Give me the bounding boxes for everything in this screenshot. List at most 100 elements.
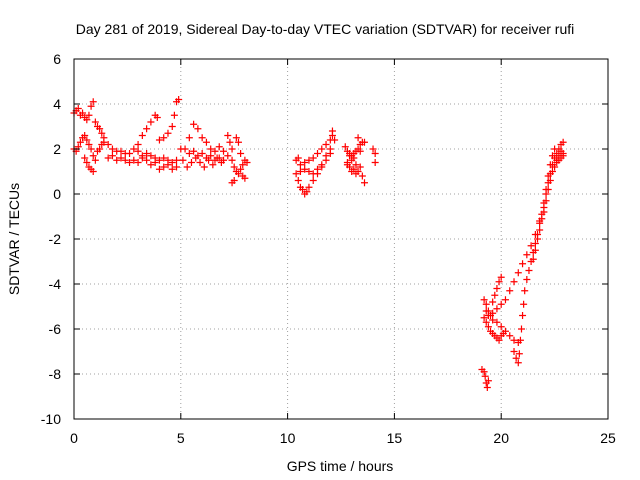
data-point <box>104 154 112 162</box>
data-point <box>350 165 358 173</box>
data-point <box>506 287 514 295</box>
data-point <box>224 132 232 139</box>
data-point <box>480 368 488 376</box>
data-point <box>318 161 326 169</box>
data-point <box>305 156 313 164</box>
data-point <box>296 168 304 175</box>
data-point <box>531 246 539 254</box>
x-tick-label: 25 <box>600 430 616 446</box>
data-point <box>314 150 322 157</box>
data-point <box>538 215 546 223</box>
data-point <box>354 134 362 142</box>
data-point <box>87 145 95 153</box>
data-marks <box>70 96 567 391</box>
data-point <box>83 116 91 124</box>
data-point <box>202 138 210 146</box>
data-point <box>482 318 490 326</box>
data-point <box>299 186 307 193</box>
data-point <box>89 168 97 175</box>
data-point <box>134 147 142 155</box>
data-point <box>74 105 82 112</box>
data-point <box>91 118 99 126</box>
data-point <box>168 123 176 130</box>
data-point <box>495 336 503 344</box>
data-point <box>506 332 514 340</box>
data-point <box>164 161 172 169</box>
data-point <box>239 161 247 169</box>
data-point <box>292 170 300 178</box>
data-point <box>117 154 125 162</box>
data-point <box>89 98 97 106</box>
data-point <box>548 152 556 160</box>
data-point <box>520 300 528 308</box>
data-point <box>155 165 163 173</box>
data-point <box>294 177 302 184</box>
data-point <box>230 163 238 171</box>
x-tick-label: 5 <box>177 430 185 446</box>
x-tick-label: 15 <box>387 430 403 446</box>
data-point <box>346 163 354 171</box>
data-point <box>207 152 215 160</box>
data-point <box>296 161 304 169</box>
data-point <box>100 138 108 146</box>
data-point <box>514 359 522 367</box>
data-point <box>546 177 554 184</box>
data-point <box>523 276 531 283</box>
data-point <box>322 152 330 160</box>
x-tick-label: 20 <box>493 430 509 446</box>
data-point <box>87 102 95 110</box>
y-tick-label: -6 <box>49 321 62 337</box>
data-point <box>371 159 379 166</box>
data-point <box>497 273 505 281</box>
data-point <box>130 145 138 153</box>
data-point <box>489 316 497 324</box>
data-point <box>104 141 112 148</box>
data-point <box>108 145 116 153</box>
data-point <box>536 219 544 227</box>
data-point <box>143 125 151 133</box>
data-point <box>117 147 125 155</box>
axis-ticks <box>73 58 609 420</box>
y-tick-label: -8 <box>49 366 62 382</box>
data-point <box>96 145 104 153</box>
data-point <box>514 269 522 277</box>
data-point <box>202 154 210 162</box>
data-point <box>491 291 499 299</box>
data-point <box>356 163 364 171</box>
data-point <box>215 154 223 162</box>
data-point <box>226 138 234 146</box>
data-point <box>196 159 204 166</box>
data-point <box>546 161 554 169</box>
data-point <box>151 154 159 162</box>
y-tick-label: -10 <box>41 411 61 427</box>
data-point <box>108 152 116 160</box>
data-point <box>551 163 559 171</box>
data-point <box>559 152 567 160</box>
data-point <box>548 168 556 175</box>
data-point <box>98 129 106 137</box>
data-point <box>198 150 206 157</box>
data-point <box>318 145 326 153</box>
data-point <box>501 296 509 304</box>
data-point <box>309 177 317 184</box>
data-point <box>301 159 309 166</box>
data-point <box>309 154 317 162</box>
data-point <box>559 138 567 146</box>
data-point <box>220 156 228 164</box>
data-point <box>185 134 193 142</box>
data-point <box>113 156 121 164</box>
data-point <box>228 145 236 153</box>
data-point <box>215 143 223 151</box>
data-point <box>89 152 97 160</box>
data-point <box>183 163 191 171</box>
data-point <box>79 109 87 117</box>
data-point <box>360 179 368 187</box>
data-point <box>519 312 527 319</box>
data-point <box>328 127 336 135</box>
data-point <box>515 350 523 358</box>
data-point <box>194 152 202 160</box>
data-point <box>126 159 134 166</box>
data-point <box>484 312 492 319</box>
data-point <box>207 145 215 153</box>
data-point <box>305 183 313 191</box>
